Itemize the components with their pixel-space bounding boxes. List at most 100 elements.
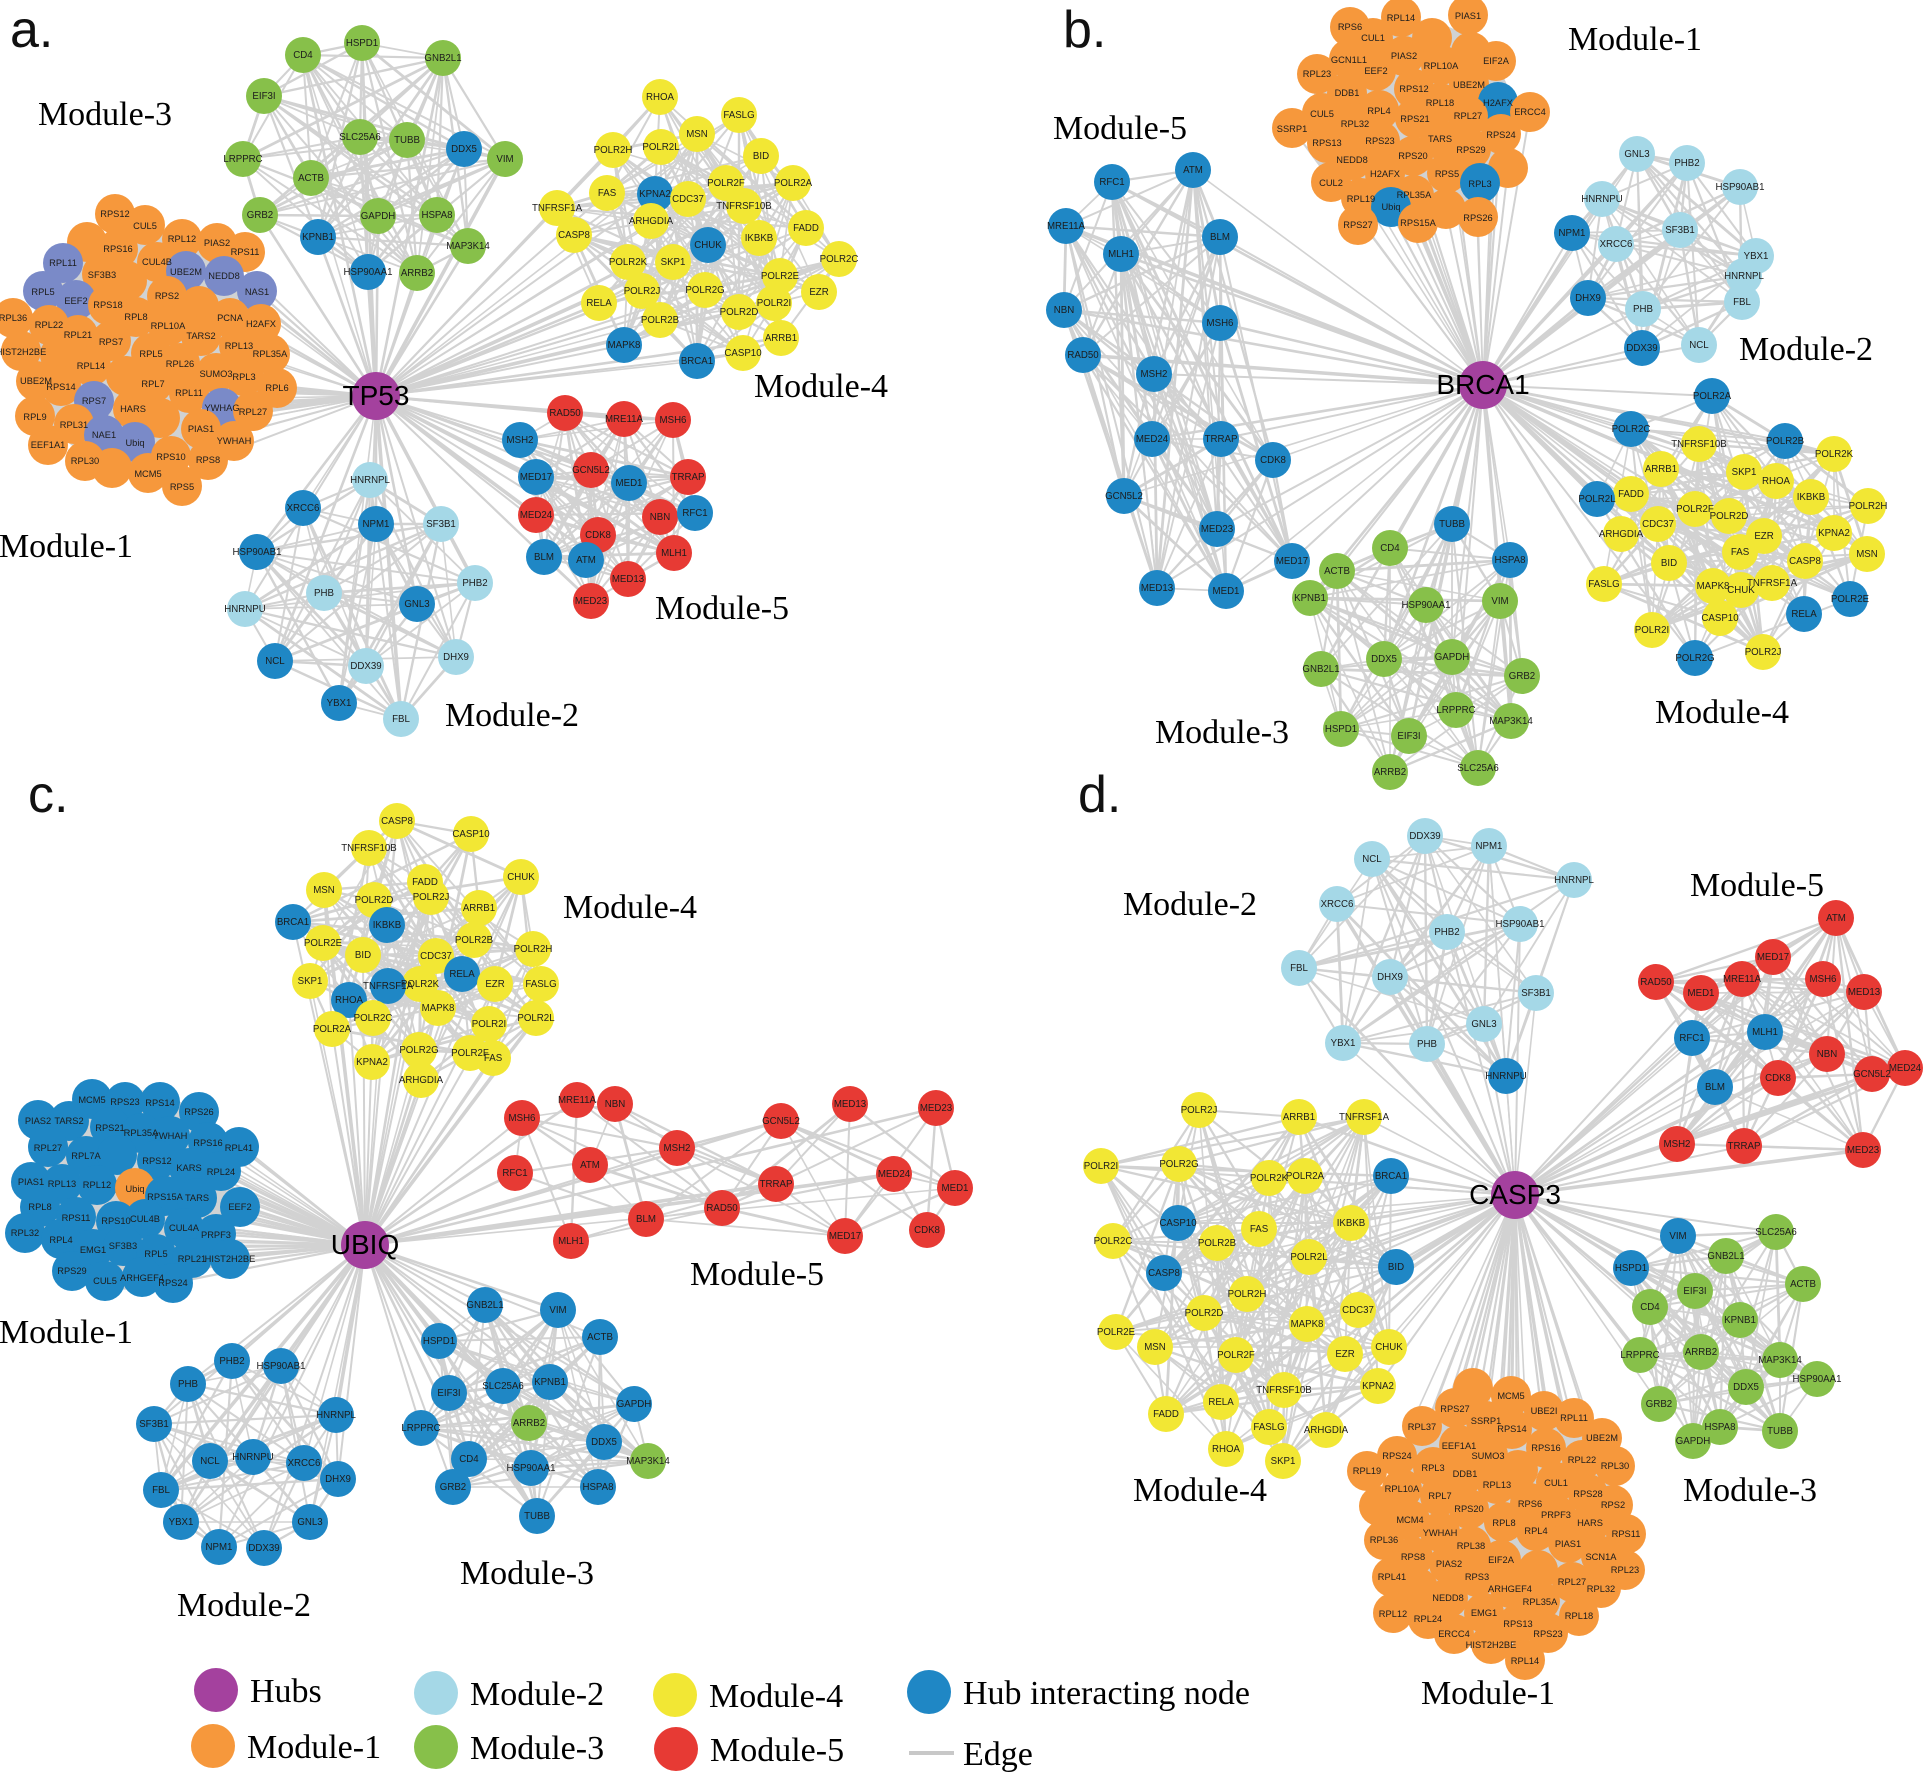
svg-text:HSPD1: HSPD1 xyxy=(423,1336,455,1347)
svg-text:POLR2C: POLR2C xyxy=(1094,1236,1133,1247)
svg-text:RPL12: RPL12 xyxy=(83,1180,111,1190)
svg-text:BRCA1: BRCA1 xyxy=(1436,369,1529,400)
svg-text:TNFRSF1A: TNFRSF1A xyxy=(363,981,414,992)
svg-text:GNL3: GNL3 xyxy=(297,1517,322,1528)
svg-text:RPL10A: RPL10A xyxy=(1385,1484,1420,1494)
svg-text:GAPDH: GAPDH xyxy=(1435,652,1469,663)
svg-text:FBL: FBL xyxy=(1733,297,1751,308)
svg-text:HSP90AA1: HSP90AA1 xyxy=(1401,600,1450,611)
svg-text:RPL3: RPL3 xyxy=(1468,179,1491,189)
svg-text:YBX1: YBX1 xyxy=(1331,1038,1356,1049)
svg-text:KPNA2: KPNA2 xyxy=(1818,528,1850,539)
svg-text:RPL24: RPL24 xyxy=(207,1167,235,1177)
svg-text:POLR2K: POLR2K xyxy=(1250,1173,1289,1184)
svg-text:HIST2H2BE: HIST2H2BE xyxy=(205,1254,256,1264)
svg-text:RPL35A: RPL35A xyxy=(253,349,288,359)
svg-text:NCL: NCL xyxy=(265,656,285,667)
svg-text:Module-5: Module-5 xyxy=(1690,867,1824,904)
svg-text:MED1: MED1 xyxy=(616,478,643,489)
svg-text:GRB2: GRB2 xyxy=(440,1482,466,1493)
svg-text:RPL3: RPL3 xyxy=(232,372,255,382)
svg-text:MED1: MED1 xyxy=(1688,988,1715,999)
svg-text:RPL37: RPL37 xyxy=(1408,1422,1436,1432)
svg-text:DDX5: DDX5 xyxy=(1733,1382,1759,1393)
svg-text:MAPK8: MAPK8 xyxy=(1291,1319,1324,1330)
svg-text:POLR2C: POLR2C xyxy=(820,254,859,265)
svg-text:MSH6: MSH6 xyxy=(1810,974,1837,985)
svg-text:POLR2K: POLR2K xyxy=(401,979,440,990)
svg-text:RPS26: RPS26 xyxy=(1463,213,1492,223)
svg-text:ARRB1: ARRB1 xyxy=(463,903,495,914)
svg-text:POLR2G: POLR2G xyxy=(1159,1159,1198,1170)
svg-text:BRCA1: BRCA1 xyxy=(1375,1171,1407,1182)
svg-text:PHB2: PHB2 xyxy=(1434,927,1459,938)
svg-text:POLR2J: POLR2J xyxy=(1181,1105,1218,1116)
svg-text:RPS15A: RPS15A xyxy=(1400,218,1436,228)
svg-text:FASLG: FASLG xyxy=(723,110,754,121)
svg-text:BLM: BLM xyxy=(1210,232,1230,243)
svg-text:BID: BID xyxy=(355,950,371,961)
svg-text:POLR2H: POLR2H xyxy=(594,145,633,156)
svg-text:DHX9: DHX9 xyxy=(325,1474,351,1485)
svg-text:POLR2C: POLR2C xyxy=(354,1013,393,1024)
svg-text:UBE2I: UBE2I xyxy=(1531,1406,1558,1416)
svg-text:FADD: FADD xyxy=(793,223,819,234)
svg-text:TRRAP: TRRAP xyxy=(1205,434,1238,445)
svg-text:KPNA2: KPNA2 xyxy=(639,189,671,200)
svg-text:HSPA8: HSPA8 xyxy=(582,1482,613,1493)
svg-text:SKP1: SKP1 xyxy=(661,257,686,268)
svg-text:POLR2F: POLR2F xyxy=(1217,1350,1255,1361)
svg-text:DDB1: DDB1 xyxy=(1335,88,1360,98)
svg-text:RPL23: RPL23 xyxy=(1611,1565,1639,1575)
svg-text:LRPPRC: LRPPRC xyxy=(223,154,262,165)
svg-text:KPNB1: KPNB1 xyxy=(1724,1315,1756,1326)
svg-text:XRCC6: XRCC6 xyxy=(287,503,320,514)
svg-text:RPS28: RPS28 xyxy=(1573,1489,1602,1499)
svg-text:Module-5: Module-5 xyxy=(1053,110,1187,147)
svg-text:NBN: NBN xyxy=(650,512,670,523)
svg-text:IKBKB: IKBKB xyxy=(745,233,774,244)
svg-text:PHB: PHB xyxy=(1417,1039,1437,1050)
svg-text:IKBKB: IKBKB xyxy=(1337,1218,1366,1229)
svg-text:Module-1: Module-1 xyxy=(1568,21,1702,58)
svg-text:RPS16: RPS16 xyxy=(1531,1443,1560,1453)
svg-text:MSN: MSN xyxy=(313,885,335,896)
svg-text:RPS27: RPS27 xyxy=(1343,220,1372,230)
svg-text:RPL11: RPL11 xyxy=(175,388,203,398)
svg-text:RPS24: RPS24 xyxy=(1486,130,1515,140)
svg-text:Module-3: Module-3 xyxy=(470,1730,604,1767)
svg-text:RPS2: RPS2 xyxy=(1601,1500,1625,1510)
svg-text:RPS10: RPS10 xyxy=(156,452,185,462)
svg-text:MED23: MED23 xyxy=(920,1103,952,1114)
svg-text:HNRNPL: HNRNPL xyxy=(1724,271,1764,282)
svg-text:SKP1: SKP1 xyxy=(1732,467,1757,478)
svg-text:MED24: MED24 xyxy=(1136,434,1169,445)
svg-text:RHOA: RHOA xyxy=(1762,476,1791,487)
svg-text:MAP3K14: MAP3K14 xyxy=(446,241,490,252)
svg-text:HNRNPU: HNRNPU xyxy=(1485,1071,1526,1082)
svg-text:BID: BID xyxy=(753,151,769,162)
svg-text:RPL35A: RPL35A xyxy=(1397,190,1432,200)
svg-text:POLR2E: POLR2E xyxy=(1831,594,1870,605)
svg-text:MED23: MED23 xyxy=(575,596,607,607)
svg-text:MAP3K14: MAP3K14 xyxy=(626,1456,670,1467)
svg-text:Module-5: Module-5 xyxy=(710,1732,844,1769)
svg-text:TNFRSF1A: TNFRSF1A xyxy=(1339,1112,1390,1123)
svg-text:UBE2M: UBE2M xyxy=(1586,1433,1618,1443)
svg-text:RPL7: RPL7 xyxy=(1428,1491,1451,1501)
svg-text:ARRB1: ARRB1 xyxy=(1283,1112,1315,1123)
svg-text:POLR2E: POLR2E xyxy=(304,938,343,949)
svg-text:RPS26: RPS26 xyxy=(184,1107,213,1117)
svg-text:HSPA8: HSPA8 xyxy=(1704,1422,1735,1433)
svg-text:RPL12: RPL12 xyxy=(168,234,196,244)
svg-text:EMG1: EMG1 xyxy=(1471,1608,1497,1618)
svg-text:Module-4: Module-4 xyxy=(1133,1472,1267,1509)
svg-text:TUBB: TUBB xyxy=(524,1511,550,1522)
svg-text:POLR2F: POLR2F xyxy=(707,178,745,189)
svg-text:RPL18: RPL18 xyxy=(1565,1611,1593,1621)
svg-text:DDX5: DDX5 xyxy=(591,1437,617,1448)
svg-text:MED13: MED13 xyxy=(1141,583,1173,594)
svg-text:RPS5: RPS5 xyxy=(1435,169,1459,179)
svg-text:POLR2A: POLR2A xyxy=(1693,391,1732,402)
svg-text:Module-3: Module-3 xyxy=(460,1555,594,1592)
